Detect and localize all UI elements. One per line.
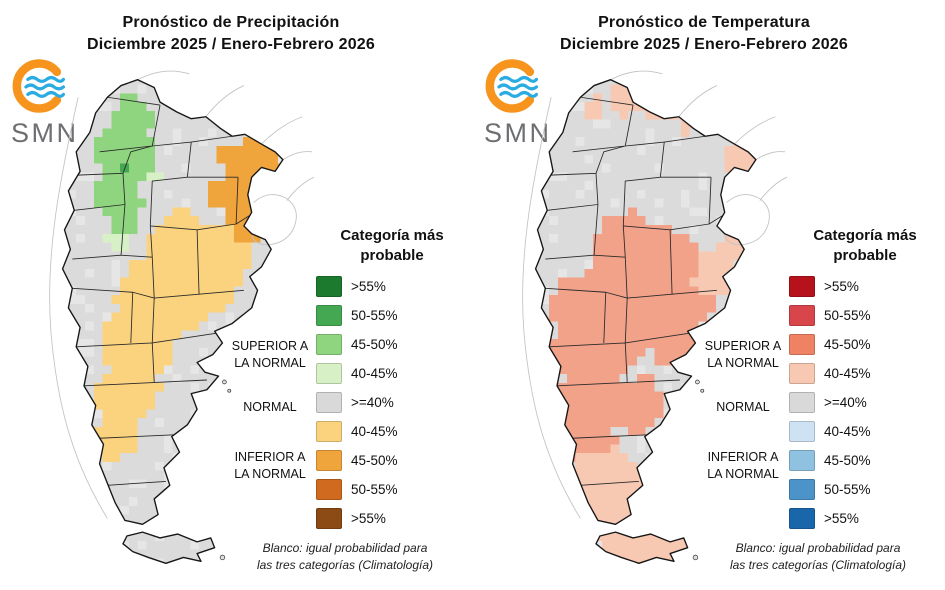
legend-heading-line1: Categoría más [813, 227, 917, 244]
legend-swatch [316, 479, 342, 500]
panel-precipitation-forecast: Pronóstico de Precipitación Diciembre 20… [0, 0, 472, 590]
legend-entry-label: 45-50% [824, 453, 871, 468]
legend-swatch [789, 305, 815, 326]
category-normal-label: NORMAL [243, 400, 297, 414]
legend-entry: 50-55% [789, 479, 941, 500]
legend-rows: >55% 50-55% 45-50% 40-45% >=40% 40-45% 45-50% 5… [316, 276, 468, 529]
legend-precipitation: Categoría más probable >55% 50-55% 45-50% 4… [316, 226, 468, 537]
legend-heading: Categoría más probable [789, 226, 941, 265]
legend-entry-label: 45-50% [351, 337, 398, 352]
legend-entry-label: >=40% [824, 395, 867, 410]
legend-swatch [316, 334, 342, 355]
legend-entry-label: 50-55% [824, 482, 871, 497]
legend-heading-line2: probable [833, 246, 897, 264]
logo-wave-icon [26, 75, 66, 83]
legend-swatch [789, 363, 815, 384]
legend-entry: 40-45% [316, 421, 468, 442]
legend-swatch [316, 305, 342, 326]
smn-logo-icon [485, 59, 539, 113]
legend-swatch [316, 421, 342, 442]
legend-entry: 40-45% [316, 363, 468, 384]
argentina-map-temperature [522, 70, 788, 564]
panel-title-line1: Pronóstico de Temperatura [598, 14, 810, 31]
legend-entry: 45-50% [789, 450, 941, 471]
footnote: Blanco: igual probabilidad para las tres… [256, 541, 434, 573]
legend-swatch [789, 508, 815, 529]
legend-entry-label: 45-50% [824, 337, 871, 352]
legend-entry-label: 40-45% [351, 424, 398, 439]
legend-swatch [789, 276, 815, 297]
footnote: Blanco: igual probabilidad para las tres… [729, 541, 907, 573]
legend-entry: 45-50% [316, 334, 468, 355]
legend-heading-line2: probable [360, 246, 424, 264]
panel-temperature-forecast: Pronóstico de Temperatura Diciembre 2025… [473, 0, 945, 590]
legend-entry: 40-45% [789, 363, 941, 384]
legend-entry-label: 40-45% [824, 366, 871, 381]
smn-logo: SMN [483, 56, 575, 149]
smn-logo-text: SMN [11, 118, 79, 148]
legend-swatch [789, 450, 815, 471]
legend-entry: >55% [789, 508, 941, 529]
logo-ring-shape [12, 59, 62, 113]
panel-title-line2: Diciembre 2025 / Enero-Febrero 2026 [559, 36, 849, 54]
legend-entry: 45-50% [316, 450, 468, 471]
logo-wave-icon [499, 90, 539, 98]
legend-swatch [316, 276, 342, 297]
legend-entry: >=40% [316, 392, 468, 413]
legend-entry-label: >55% [351, 279, 386, 294]
legend-temperature: Categoría más probable >55% 50-55% 45-50% 4… [789, 226, 941, 537]
legend-entry-label: 45-50% [351, 453, 398, 468]
legend-entry: >55% [316, 508, 468, 529]
category-superior-label: SUPERIOR A LA NORMAL [231, 339, 309, 370]
legend-swatch [789, 479, 815, 500]
panel-title-line1: Pronóstico de Precipitación [122, 14, 340, 31]
smn-logo: SMN [10, 56, 102, 149]
smn-logo-text: SMN [484, 118, 552, 148]
logo-wave-icon [497, 83, 539, 91]
panel-title: Pronóstico de Temperatura Diciembre 2025… [473, 12, 935, 57]
legend-entry: 45-50% [789, 334, 941, 355]
panel-title-line2: Diciembre 2025 / Enero-Febrero 2026 [86, 36, 376, 54]
legend-entry: 50-55% [316, 479, 468, 500]
legend-entry: >=40% [789, 392, 941, 413]
legend-entry-label: 40-45% [824, 424, 871, 439]
legend-swatch [316, 508, 342, 529]
legend-entry-label: >55% [824, 279, 859, 294]
legend-swatch [316, 450, 342, 471]
legend-entry: 40-45% [789, 421, 941, 442]
legend-entry-label: >=40% [351, 395, 394, 410]
category-inferior-label: INFERIOR A LA NORMAL [234, 450, 306, 481]
legend-swatch [789, 421, 815, 442]
logo-wave-icon [24, 83, 66, 91]
panel-title: Pronóstico de Precipitación Diciembre 20… [0, 12, 462, 57]
category-normal-label: NORMAL [716, 400, 770, 414]
legend-rows: >55% 50-55% 45-50% 40-45% >=40% 40-45% 45-50% 5… [789, 276, 941, 529]
legend-entry-label: 40-45% [351, 366, 398, 381]
logo-wave-icon [499, 75, 539, 83]
legend-swatch [789, 334, 815, 355]
legend-entry: 50-55% [789, 305, 941, 326]
legend-heading-line1: Categoría más [340, 227, 444, 244]
legend-entry: 50-55% [316, 305, 468, 326]
legend-entry: >55% [789, 276, 941, 297]
category-superior-label: SUPERIOR A LA NORMAL [704, 339, 782, 370]
legend-swatch [789, 392, 815, 413]
legend-entry-label: 50-55% [351, 308, 398, 323]
logo-wave-icon [26, 90, 66, 98]
argentina-map-precipitation [49, 70, 315, 564]
legend-entry-label: 50-55% [824, 308, 871, 323]
legend-heading: Categoría más probable [316, 226, 468, 265]
smn-logo-icon [12, 59, 66, 113]
legend-entry-label: >55% [824, 511, 859, 526]
legend-entry-label: 50-55% [351, 482, 398, 497]
legend-swatch [316, 392, 342, 413]
legend-swatch [316, 363, 342, 384]
logo-ring-shape [485, 59, 535, 113]
category-inferior-label: INFERIOR A LA NORMAL [707, 450, 779, 481]
legend-entry: >55% [316, 276, 468, 297]
legend-entry-label: >55% [351, 511, 386, 526]
